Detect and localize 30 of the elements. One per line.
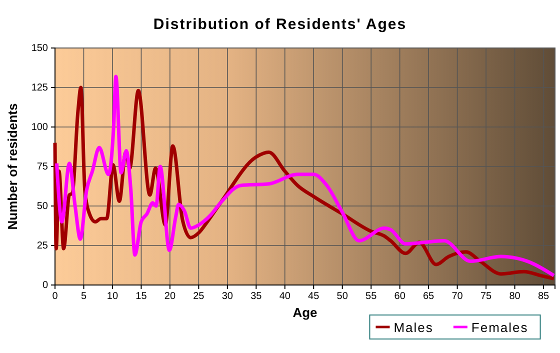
x-tick-label: 65 (423, 291, 435, 302)
x-tick-label: 75 (480, 291, 492, 302)
y-axis-title: Number of residents (5, 103, 20, 230)
legend-label: Males (394, 320, 434, 335)
x-tick-label: 25 (193, 291, 205, 302)
x-tick-label: 70 (452, 291, 464, 302)
y-tick-label: 75 (36, 162, 48, 173)
y-tick-label: 25 (36, 240, 48, 252)
x-tick-label: 30 (222, 291, 234, 302)
x-tick-label: 55 (366, 291, 378, 302)
y-tick-label: 100 (31, 122, 48, 134)
x-tick-label: 35 (250, 291, 262, 302)
x-tick-label: 80 (509, 291, 521, 302)
x-tick-label: 15 (136, 291, 148, 302)
x-tick-label: 60 (394, 291, 406, 302)
y-tick-label: 125 (31, 82, 48, 94)
x-tick-label: 0 (52, 291, 58, 302)
x-tick-label: 50 (336, 291, 348, 302)
x-tick-label: 85 (538, 291, 550, 302)
y-tick-label: 0 (42, 280, 48, 292)
x-tick-label: 5 (80, 291, 87, 302)
y-tick-label: 150 (31, 43, 48, 54)
x-tick-label: 10 (106, 291, 118, 302)
x-tick-label: 45 (308, 291, 320, 302)
legend-label: Females (471, 320, 528, 335)
x-tick-label: 20 (164, 291, 176, 302)
x-tick-label: 40 (279, 291, 291, 302)
chart-title: Distribution of Residents' Ages (153, 16, 407, 33)
x-axis-title: Age (292, 305, 318, 320)
y-tick-label: 50 (36, 201, 48, 212)
